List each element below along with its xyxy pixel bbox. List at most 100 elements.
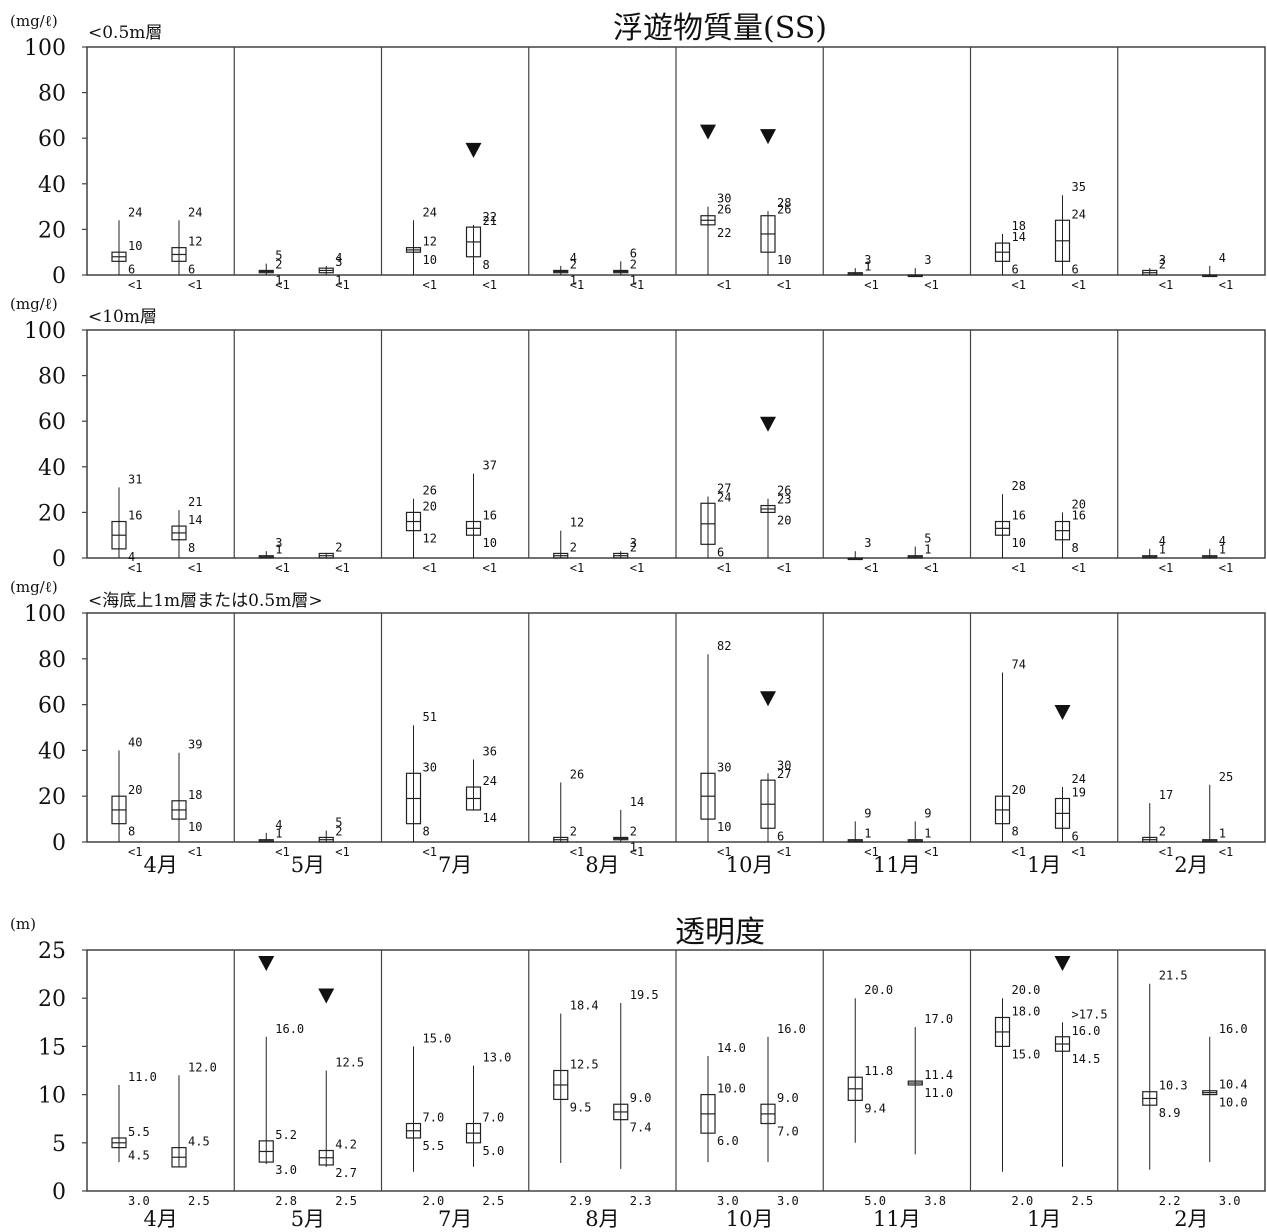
q1-value-label: 5.5 bbox=[423, 1139, 445, 1153]
q1-value-label: 10 bbox=[717, 820, 731, 834]
y-tick-label: 20 bbox=[38, 501, 66, 526]
q3-value-label: 2 bbox=[630, 824, 637, 838]
max-value-label: 21.5 bbox=[1159, 969, 1188, 983]
month-label: 5月 bbox=[291, 1207, 325, 1231]
max-value-label: 4 bbox=[1159, 534, 1166, 548]
q3-value-label: 2 bbox=[570, 540, 577, 554]
q3-value-label: 24 bbox=[717, 490, 731, 504]
q3-value-label: 2 bbox=[275, 257, 282, 271]
q3-value-label: 10 bbox=[128, 239, 142, 253]
y-unit-label: (m) bbox=[10, 915, 36, 933]
min-value-label: <1 bbox=[423, 561, 437, 575]
q1-value-label: 3.0 bbox=[275, 1163, 297, 1177]
q3-value-label: 26 bbox=[717, 203, 731, 217]
q1-value-label: 1 bbox=[335, 274, 342, 288]
q1-value-label: 10 bbox=[188, 820, 202, 834]
min-value-label: <1 bbox=[1072, 278, 1086, 292]
month-label: 10月 bbox=[726, 853, 774, 877]
max-value-label: 40 bbox=[128, 735, 142, 749]
month-label: 1月 bbox=[1027, 1207, 1061, 1231]
q3-value-label: 27 bbox=[777, 767, 791, 781]
max-value-label: 5 bbox=[335, 816, 342, 830]
q3-value-label: 16 bbox=[1012, 509, 1026, 523]
y-tick-label: 100 bbox=[24, 36, 66, 61]
max-value-label: 36 bbox=[483, 745, 497, 759]
q3-value-label: 9.0 bbox=[777, 1091, 799, 1105]
month-label: 7月 bbox=[438, 1207, 472, 1231]
y-tick-label: 60 bbox=[38, 127, 66, 152]
max-value-label: 12 bbox=[570, 516, 584, 530]
y-tick-label: 20 bbox=[38, 218, 66, 243]
min-value-label: <1 bbox=[1012, 278, 1026, 292]
max-value-label: 12.5 bbox=[335, 1056, 364, 1070]
q3-value-label: 16.0 bbox=[1072, 1024, 1101, 1038]
y-unit-label: (mg/ℓ) bbox=[10, 295, 58, 313]
min-value-label: <1 bbox=[924, 278, 938, 292]
max-value-label: 4 bbox=[1219, 251, 1226, 265]
min-value-label: <1 bbox=[275, 561, 289, 575]
q3-value-label: 4.5 bbox=[188, 1135, 210, 1149]
min-value-label: 2.3 bbox=[630, 1194, 652, 1208]
q3-value-label: 23 bbox=[777, 493, 791, 507]
q1-value-label: 7.4 bbox=[630, 1121, 652, 1135]
y-tick-label: 0 bbox=[52, 547, 66, 572]
min-value-label: <1 bbox=[128, 845, 142, 859]
q1-value-label: 4 bbox=[128, 550, 135, 564]
month-label: 1月 bbox=[1027, 853, 1061, 877]
min-value-label: <1 bbox=[1012, 561, 1026, 575]
y-tick-label: 0 bbox=[52, 831, 66, 856]
min-value-label: <1 bbox=[717, 561, 731, 575]
min-value-label: <1 bbox=[423, 845, 437, 859]
q3-value-label: 10.0 bbox=[717, 1082, 746, 1096]
q1-value-label: 6 bbox=[128, 262, 135, 276]
max-value-label: 11.0 bbox=[128, 1070, 157, 1084]
q1-value-label: 22 bbox=[717, 226, 731, 240]
down-triangle-marker bbox=[1054, 956, 1071, 971]
max-value-label: 28 bbox=[777, 196, 791, 210]
max-value-label: 4 bbox=[1219, 534, 1226, 548]
min-value-label: <1 bbox=[777, 845, 791, 859]
month-label: 11月 bbox=[873, 1207, 921, 1231]
min-value-label: <1 bbox=[188, 845, 202, 859]
y-tick-label: 100 bbox=[24, 319, 66, 344]
min-value-label: <1 bbox=[483, 278, 497, 292]
down-triangle-marker bbox=[318, 988, 335, 1004]
max-value-label: 6 bbox=[630, 246, 637, 260]
q1-value-label: 6 bbox=[1072, 829, 1079, 843]
q1-value-label: 8 bbox=[1012, 825, 1019, 839]
min-value-label: 2.9 bbox=[570, 1194, 592, 1208]
q1-value-label: 8 bbox=[128, 825, 135, 839]
min-value-label: <1 bbox=[570, 278, 584, 292]
chart-title: 透明度 bbox=[675, 915, 765, 950]
q3-value-label: 4.2 bbox=[335, 1138, 357, 1152]
q1-value-label: 6 bbox=[717, 545, 724, 559]
min-value-label: <1 bbox=[924, 561, 938, 575]
max-value-label: 9 bbox=[864, 806, 871, 820]
q1-value-label: 20 bbox=[777, 513, 791, 527]
q3-value-label: 1 bbox=[924, 543, 931, 557]
min-value-label: 2.5 bbox=[188, 1194, 210, 1208]
q3-value-label: 1 bbox=[1219, 543, 1226, 557]
month-label: 4月 bbox=[143, 1207, 177, 1231]
q1-value-label: 5.0 bbox=[483, 1144, 505, 1158]
min-value-label: <1 bbox=[335, 278, 349, 292]
max-value-label: 82 bbox=[717, 639, 731, 653]
min-value-label: <1 bbox=[1159, 845, 1173, 859]
max-value-label: 21 bbox=[188, 495, 202, 509]
month-label: 11月 bbox=[873, 853, 921, 877]
min-value-label: <1 bbox=[864, 561, 878, 575]
q3-value-label: 2 bbox=[335, 824, 342, 838]
max-value-label: 3 bbox=[864, 253, 871, 267]
max-value-label: 25 bbox=[1219, 770, 1233, 784]
y-tick-label: 40 bbox=[38, 456, 66, 481]
y-tick-label: 0 bbox=[52, 264, 66, 289]
q1-value-label: 8.9 bbox=[1159, 1106, 1181, 1120]
max-value-label: 26 bbox=[777, 484, 791, 498]
q1-value-label: 8 bbox=[423, 825, 430, 839]
min-value-label: <1 bbox=[423, 278, 437, 292]
q3-value-label: 14 bbox=[1012, 230, 1026, 244]
min-value-label: <1 bbox=[1072, 561, 1086, 575]
q3-value-label: 2 bbox=[335, 540, 342, 554]
q1-value-label: 6 bbox=[188, 262, 195, 276]
